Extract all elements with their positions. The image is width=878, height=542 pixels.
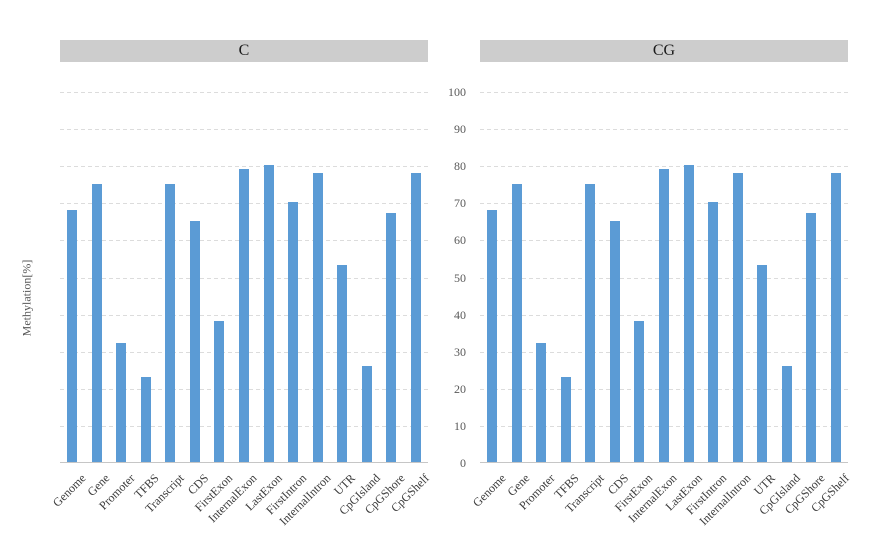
bar bbox=[659, 168, 669, 462]
bar bbox=[634, 321, 645, 462]
bar bbox=[312, 172, 323, 462]
y-tick-label: 80 bbox=[454, 159, 466, 174]
y-tick-label: 0 bbox=[460, 456, 466, 470]
gridline bbox=[60, 92, 428, 93]
bar bbox=[732, 172, 743, 462]
x-axis-line bbox=[60, 462, 428, 463]
bar bbox=[263, 165, 274, 462]
bar bbox=[830, 172, 841, 462]
x-axis-labels-c: Genome Gene Promoter TFBS Transcript CDS First… bbox=[50, 467, 432, 537]
y-tick-label: 70 bbox=[454, 196, 466, 211]
bar bbox=[288, 202, 299, 462]
bar bbox=[585, 183, 596, 462]
bar bbox=[708, 202, 719, 462]
bar bbox=[386, 213, 397, 462]
bar bbox=[165, 183, 176, 462]
y-tick-label: 100 bbox=[448, 85, 466, 99]
bar bbox=[511, 183, 522, 462]
bar bbox=[337, 265, 348, 462]
x-axis-label: Genome bbox=[49, 471, 89, 510]
y-tick-label: 10 bbox=[454, 418, 466, 433]
plot-area-c bbox=[60, 92, 428, 463]
bar bbox=[410, 172, 421, 462]
y-tick-label: 30 bbox=[454, 344, 466, 359]
chart-title-cg: CG bbox=[480, 40, 848, 62]
bar bbox=[536, 343, 547, 462]
y-axis-title: Methylation[%] bbox=[19, 259, 34, 337]
bar bbox=[189, 220, 200, 462]
bar bbox=[781, 365, 792, 462]
gridline bbox=[480, 129, 848, 131]
bar bbox=[487, 209, 498, 462]
x-axis-label: Genome bbox=[469, 471, 509, 510]
bar bbox=[609, 220, 620, 462]
bar bbox=[140, 376, 151, 462]
chart-title-c: C bbox=[60, 40, 428, 62]
gridline bbox=[480, 92, 848, 93]
bar bbox=[116, 343, 127, 462]
bar bbox=[757, 265, 768, 462]
bar bbox=[361, 365, 372, 462]
x-axis-line bbox=[480, 462, 848, 463]
gridline bbox=[60, 166, 428, 168]
bar bbox=[560, 376, 571, 462]
bar bbox=[683, 165, 694, 462]
y-axis-ticks: 0 10 20 30 40 50 60 70 80 90 100 bbox=[428, 85, 466, 470]
bar bbox=[214, 321, 225, 462]
y-tick-label: 60 bbox=[454, 233, 466, 248]
bar bbox=[67, 209, 78, 462]
y-tick-label: 50 bbox=[454, 270, 466, 285]
y-tick-label: 20 bbox=[454, 381, 466, 396]
bar bbox=[91, 183, 102, 462]
x-axis-labels-cg: Genome Gene Promoter TFBS Transcript CDS First… bbox=[470, 467, 852, 537]
gridline bbox=[60, 129, 428, 131]
plot-area-cg bbox=[480, 92, 848, 463]
y-tick-label: 90 bbox=[454, 122, 466, 137]
bar bbox=[239, 168, 249, 462]
gridline bbox=[480, 166, 848, 168]
y-tick-label: 40 bbox=[454, 307, 466, 322]
bar bbox=[806, 213, 817, 462]
